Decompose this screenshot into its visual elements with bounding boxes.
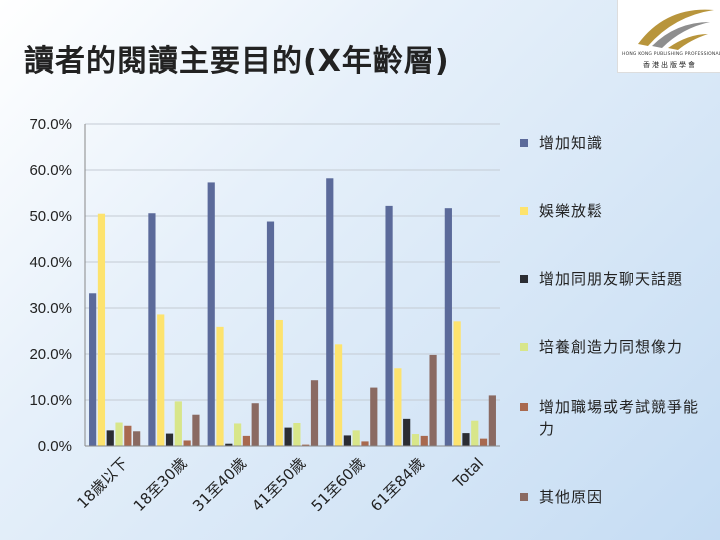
bar-1-7: [444, 208, 452, 446]
bar-5-1: [124, 425, 132, 446]
bar-3-5: [343, 435, 351, 446]
bar-2-6: [394, 368, 402, 446]
y-tick-label: 50.0%: [29, 208, 72, 225]
axes: [84, 124, 500, 447]
y-tick-label: 0.0%: [38, 438, 72, 455]
bar-6-5: [370, 387, 378, 446]
bar-5-2: [183, 440, 191, 446]
legend-swatch: [520, 493, 528, 501]
x-category-label: 61至84歲: [367, 454, 428, 515]
legend-label: 增加職場或考試競爭能力: [539, 398, 700, 438]
logo-swoosh-icon: [638, 9, 714, 50]
legend-swatch: [520, 343, 528, 351]
legend-swatch: [520, 139, 528, 147]
bar-6-3: [251, 403, 259, 446]
bar-6-4: [310, 380, 319, 446]
legend-label: 培養創造力同想像力: [539, 338, 684, 356]
bar-1-2: [148, 213, 156, 446]
legend-label: 其他原因: [539, 488, 604, 506]
bar-3-4: [284, 427, 292, 446]
bar-2-5: [334, 344, 343, 446]
y-tick-label: 70.0%: [29, 116, 72, 133]
legend-swatch: [520, 275, 528, 283]
bar-6-6: [429, 354, 437, 446]
x-category-label: 31至40歲: [189, 454, 250, 515]
y-tick-label: 60.0%: [29, 162, 72, 179]
slide-title: 讀者的閱讀主要目的(X年齡層): [24, 44, 450, 79]
bar-5-4: [302, 444, 310, 446]
bar-5-6: [420, 435, 428, 446]
bar-2-4: [275, 319, 283, 446]
bar-4-2: [174, 401, 182, 446]
bar-4-5: [352, 430, 360, 446]
bar-3-3: [225, 443, 233, 446]
bar-4-6: [411, 434, 420, 446]
bars: [89, 178, 496, 447]
bar-1-1: [89, 293, 97, 446]
logo-english-name: HONG KONG PUBLISHING PROFESSIONALS SOCIE…: [622, 52, 720, 57]
legend-item: 增加同朋友聊天話題: [520, 268, 711, 290]
legend-item: 增加職場或考試競爭能力: [520, 396, 711, 440]
y-axis-ticks: 0.0% 10.0% 20.0% 30.0% 40.0% 50.0% 60.0% 70.0%: [29, 116, 72, 455]
bar-4-1: [115, 422, 123, 446]
x-category-label: 18歲以下: [73, 454, 131, 512]
x-category-label: 18至30歲: [130, 454, 191, 515]
bar-2-7: [453, 321, 461, 446]
bar-5-5: [361, 441, 369, 446]
bar-5-3: [242, 435, 251, 446]
legend-item: 其他原因: [520, 486, 711, 508]
y-tick-label: 20.0%: [29, 346, 72, 363]
bar-4-7: [471, 420, 479, 446]
bar-4-4: [293, 423, 301, 446]
bar-2-2: [157, 314, 165, 446]
bar-5-7: [479, 438, 488, 446]
legend-swatch: [520, 403, 528, 411]
legend-item: 培養創造力同想像力: [520, 336, 711, 358]
bar-3-2: [165, 433, 174, 446]
bar-1-6: [385, 205, 393, 446]
legend-item: 娛樂放鬆: [520, 200, 711, 222]
bar-2-1: [97, 213, 106, 446]
publisher-logo: HONG KONG PUBLISHING PROFESSIONALS SOCIE…: [617, 0, 720, 73]
x-category-label: Total: [449, 454, 487, 492]
y-tick-label: 10.0%: [29, 392, 72, 409]
y-tick-label: 30.0%: [29, 300, 72, 317]
y-tick-label: 40.0%: [29, 254, 72, 271]
bar-2-3: [216, 326, 224, 446]
bar-1-3: [207, 182, 215, 447]
x-category-label: 41至50歲: [248, 454, 309, 515]
legend-label: 增加同朋友聊天話題: [539, 270, 684, 288]
legend-swatch: [520, 207, 528, 215]
legend-item: 增加知識: [520, 132, 711, 154]
bar-1-4: [266, 221, 275, 446]
bar-6-7: [488, 395, 496, 446]
gridlines: [85, 123, 500, 447]
bar-6-2: [192, 414, 200, 446]
bar-3-6: [403, 418, 411, 446]
bar-1-5: [326, 178, 334, 446]
bar-4-3: [234, 423, 242, 446]
legend-label: 娛樂放鬆: [539, 202, 604, 220]
legend-label: 增加知識: [539, 134, 604, 152]
bar-3-1: [106, 430, 114, 446]
bar-6-1: [133, 431, 141, 446]
x-category-label: 51至60歲: [308, 454, 369, 515]
bar-3-7: [462, 433, 470, 446]
logo-chinese-name: 香港出版學會: [643, 61, 697, 69]
